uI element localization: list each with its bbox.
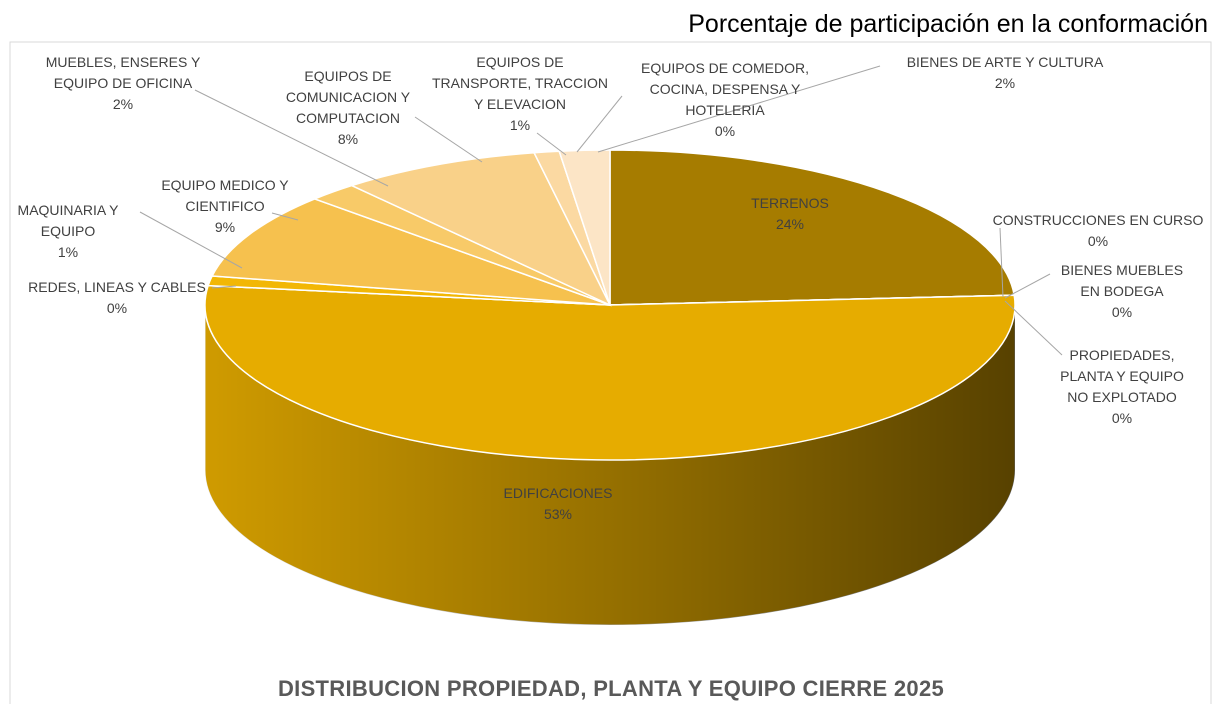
value-label: 1% — [57, 244, 79, 260]
leader-line — [597, 65, 881, 153]
leader-lines — [139, 65, 1063, 356]
slice-label: REDES, LINEAS Y CABLES 0% — [2, 277, 232, 319]
value-label: 2% — [112, 96, 134, 112]
slice-label: BIENES DE ARTE Y CULTURA 2% — [890, 52, 1120, 94]
value-label: 0% — [714, 123, 736, 139]
slice-label: EQUIPOS DE COMEDOR, COCINA, DESPENSA Y H… — [630, 58, 820, 142]
slice-label: MAQUINARIA Y EQUIPO 1% — [13, 200, 123, 263]
value-label: 0% — [106, 300, 128, 316]
leader-line — [211, 285, 237, 289]
pie-slice — [204, 284, 1016, 461]
value-label: 0% — [1111, 304, 1133, 320]
category-name: BIENES MUEBLES EN BODEGA — [1060, 262, 1184, 299]
chart-subtitle: Porcentaje de participación en la confor… — [688, 10, 1208, 38]
slice-label: CONSTRUCCIONES EN CURSO 0% — [978, 210, 1218, 252]
slice-label: EQUIPOS DE COMUNICACION Y COMPUTACION 8% — [273, 66, 423, 150]
value-label: 2% — [994, 75, 1016, 91]
category-name: CONSTRUCCIONES EN CURSO — [992, 212, 1204, 228]
pie-slice — [211, 198, 611, 306]
category-name: EDIFICACIONES — [503, 485, 613, 501]
pie-slice — [558, 149, 611, 306]
category-name: PROPIEDADES, PLANTA Y EQUIPO NO EXPLOTAD… — [1060, 347, 1184, 405]
chart-title: DISTRIBUCION PROPIEDAD, PLANTA Y EQUIPO … — [277, 676, 945, 701]
value-label: 0% — [1111, 410, 1133, 426]
category-name: BIENES DE ARTE Y CULTURA — [906, 54, 1104, 70]
category-name: MUEBLES, ENSERES Y EQUIPO DE OFICINA — [45, 54, 201, 91]
leader-line — [1004, 300, 1063, 356]
value-label: 9% — [214, 219, 236, 235]
leader-line — [139, 211, 243, 269]
side-shade — [205, 305, 1015, 625]
pie-slice — [349, 151, 612, 307]
slice-label: PROPIEDADES, PLANTA Y EQUIPO NO EXPLOTAD… — [1057, 345, 1187, 429]
slice-label: TERRENOS 24% — [730, 193, 850, 235]
slice-label: BIENES MUEBLES EN BODEGA 0% — [1052, 260, 1192, 323]
category-name: MAQUINARIA Y EQUIPO — [17, 202, 119, 239]
slice-label: EDIFICACIONES 53% — [458, 483, 658, 525]
leader-line — [536, 132, 567, 156]
value-label: 53% — [543, 506, 573, 522]
category-name: EQUIPOS DE COMUNICACION Y COMPUTACION — [285, 68, 411, 126]
leader-line — [414, 116, 483, 163]
leader-line — [271, 212, 299, 221]
value-label: 1% — [509, 117, 531, 133]
category-name: TERRENOS — [751, 195, 829, 211]
value-label: 24% — [775, 216, 805, 232]
leader-line — [999, 227, 1004, 298]
leader-line — [194, 89, 389, 187]
chart-border — [9, 41, 1212, 704]
value-label: 8% — [337, 131, 359, 147]
category-name: EQUIPOS DE TRANSPORTE, TRACCION Y ELEVAC… — [431, 54, 609, 112]
category-name: REDES, LINEAS Y CABLES — [28, 279, 206, 295]
category-name: EQUIPOS DE COMEDOR, COCINA, DESPENSA Y H… — [640, 60, 810, 118]
slice-label: MUEBLES, ENSERES Y EQUIPO DE OFICINA 2% — [23, 52, 223, 115]
value-label: 0% — [1087, 233, 1109, 249]
leader-line — [1004, 273, 1051, 299]
slice-label: EQUIPOS DE TRANSPORTE, TRACCION Y ELEVAC… — [428, 52, 613, 136]
pie-tops — [204, 149, 1016, 461]
slice-label: EQUIPO MEDICO Y CIENTIFICO 9% — [150, 175, 300, 238]
leader-line — [576, 95, 623, 153]
category-name: EQUIPO MEDICO Y CIENTIFICO — [161, 177, 289, 214]
